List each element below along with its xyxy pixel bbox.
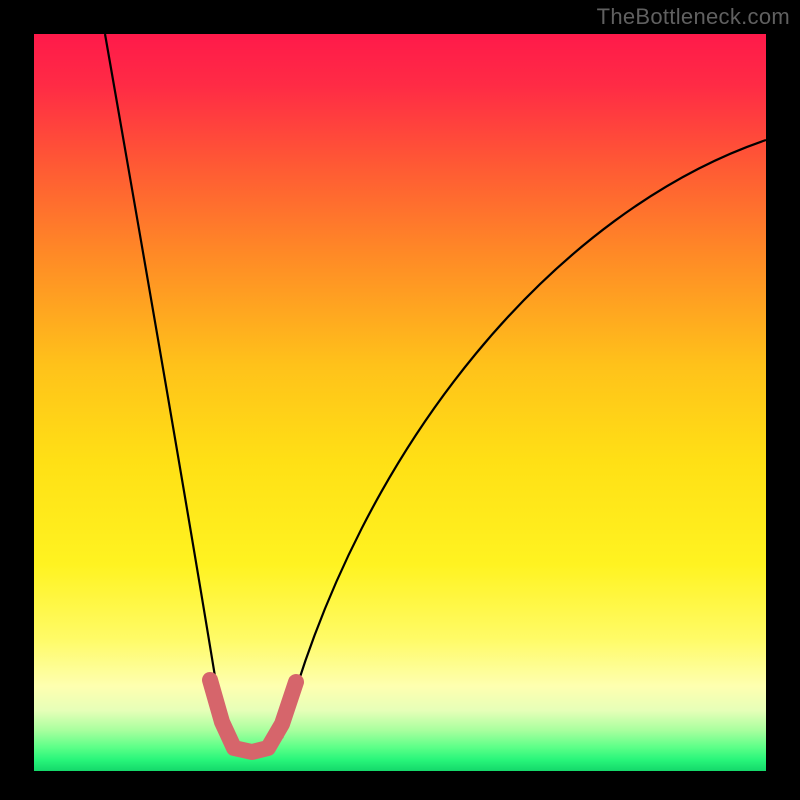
chart-container: TheBottleneck.com bbox=[0, 0, 800, 800]
bottleneck-chart bbox=[0, 0, 800, 800]
watermark-text: TheBottleneck.com bbox=[597, 4, 790, 30]
plot-background bbox=[34, 34, 766, 771]
